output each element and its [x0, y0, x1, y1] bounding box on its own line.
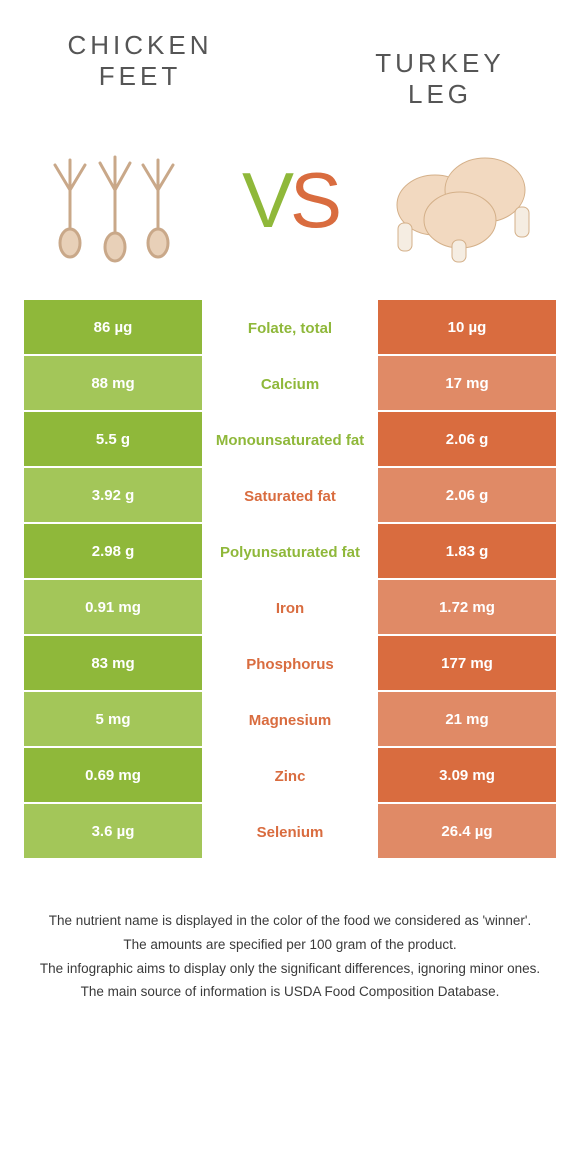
- footnote-line: The amounts are specified per 100 gram o…: [34, 934, 546, 956]
- left-value: 0.91 mg: [24, 580, 202, 636]
- left-title-line1: CHICKEN: [67, 30, 212, 60]
- footnote-line: The nutrient name is displayed in the co…: [34, 910, 546, 932]
- left-value: 2.98 g: [24, 524, 202, 580]
- nutrient-name: Magnesium: [202, 692, 378, 748]
- right-value: 26.4 µg: [378, 804, 556, 860]
- table-row: 5.5 gMonounsaturated fat2.06 g: [24, 412, 556, 468]
- right-value: 2.06 g: [378, 468, 556, 524]
- right-value: 10 µg: [378, 300, 556, 356]
- table-row: 88 mgCalcium17 mg: [24, 356, 556, 412]
- footnote-line: The infographic aims to display only the…: [34, 958, 546, 980]
- left-value: 3.92 g: [24, 468, 202, 524]
- nutrient-name: Zinc: [202, 748, 378, 804]
- vs-label: VS: [242, 155, 338, 246]
- right-food-title: TURKEY LEG: [340, 30, 540, 110]
- table-row: 3.92 gSaturated fat2.06 g: [24, 468, 556, 524]
- right-value: 17 mg: [378, 356, 556, 412]
- vs-s: S: [290, 156, 338, 244]
- table-row: 83 mgPhosphorus177 mg: [24, 636, 556, 692]
- left-value: 86 µg: [24, 300, 202, 356]
- nutrient-name: Phosphorus: [202, 636, 378, 692]
- nutrient-name: Polyunsaturated fat: [202, 524, 378, 580]
- nutrient-name: Folate, total: [202, 300, 378, 356]
- left-value: 83 mg: [24, 636, 202, 692]
- table-row: 0.69 mgZinc3.09 mg: [24, 748, 556, 804]
- right-value: 177 mg: [378, 636, 556, 692]
- header: CHICKEN FEET TURKEY LEG: [0, 0, 580, 120]
- table-row: 0.91 mgIron1.72 mg: [24, 580, 556, 636]
- right-title: TURKEY LEG: [375, 48, 504, 109]
- left-value: 3.6 µg: [24, 804, 202, 860]
- left-value: 5.5 g: [24, 412, 202, 468]
- table-row: 5 mgMagnesium21 mg: [24, 692, 556, 748]
- vs-v: V: [242, 156, 290, 244]
- right-value: 2.06 g: [378, 412, 556, 468]
- left-value: 5 mg: [24, 692, 202, 748]
- nutrient-name: Iron: [202, 580, 378, 636]
- hero-row: VS: [0, 120, 580, 300]
- chicken-feet-image: [30, 135, 200, 265]
- left-title-line2: FEET: [99, 61, 181, 91]
- nutrient-name: Monounsaturated fat: [202, 412, 378, 468]
- right-value: 1.72 mg: [378, 580, 556, 636]
- table-row: 86 µgFolate, total10 µg: [24, 300, 556, 356]
- left-value: 0.69 mg: [24, 748, 202, 804]
- right-value: 3.09 mg: [378, 748, 556, 804]
- nutrient-name: Saturated fat: [202, 468, 378, 524]
- table-row: 3.6 µgSelenium26.4 µg: [24, 804, 556, 860]
- left-food-title: CHICKEN FEET: [40, 30, 240, 92]
- right-value: 1.83 g: [378, 524, 556, 580]
- table-row: 2.98 gPolyunsaturated fat1.83 g: [24, 524, 556, 580]
- comparison-table: 86 µgFolate, total10 µg88 mgCalcium17 mg…: [24, 300, 556, 860]
- footnote-line: The main source of information is USDA F…: [34, 981, 546, 1003]
- turkey-leg-image: [380, 135, 550, 265]
- nutrient-name: Selenium: [202, 804, 378, 860]
- footnotes: The nutrient name is displayed in the co…: [0, 860, 580, 1002]
- left-value: 88 mg: [24, 356, 202, 412]
- nutrient-name: Calcium: [202, 356, 378, 412]
- right-value: 21 mg: [378, 692, 556, 748]
